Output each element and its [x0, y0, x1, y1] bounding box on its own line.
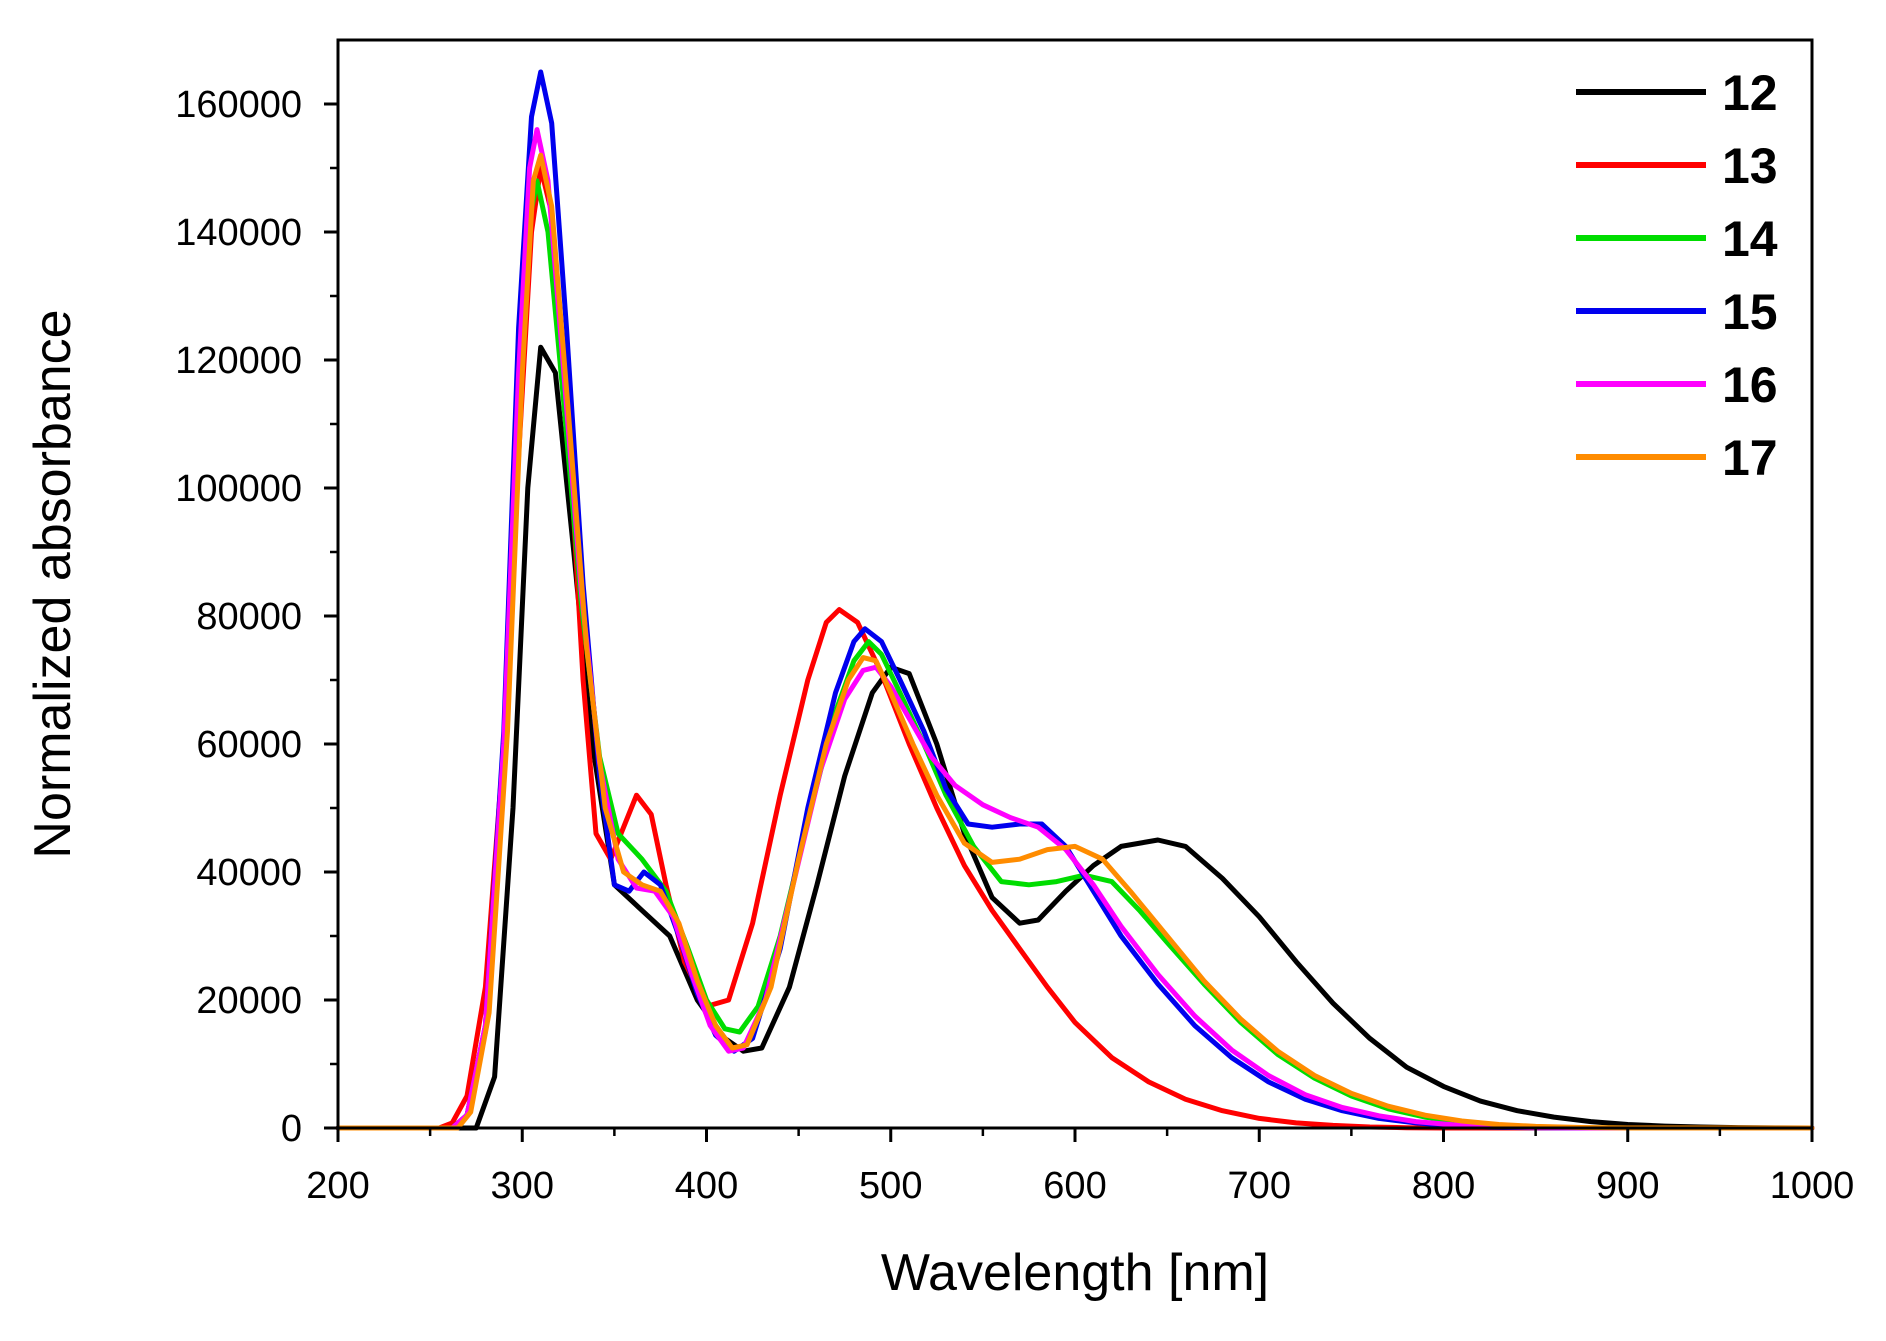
x-tick-label: 600	[1043, 1165, 1106, 1207]
legend-label-15: 15	[1722, 284, 1778, 340]
y-tick-label: 40000	[196, 852, 302, 894]
series-line-15	[335, 69, 1815, 1131]
y-tick-label: 100000	[175, 468, 302, 510]
series-lines	[335, 69, 1815, 1131]
x-tick-label: 1000	[1770, 1165, 1855, 1207]
x-tick-label: 500	[859, 1165, 922, 1207]
y-tick-label: 60000	[196, 724, 302, 766]
series-line-17	[335, 152, 1815, 1131]
legend-label-13: 13	[1722, 138, 1778, 194]
y-tick-label: 0	[281, 1108, 302, 1150]
x-axis-title: Wavelength [nm]	[881, 1244, 1269, 1302]
series-line-12	[335, 344, 1815, 1131]
x-tick-label: 700	[1228, 1165, 1291, 1207]
legend-label-12: 12	[1722, 65, 1778, 121]
y-tick-label: 20000	[196, 980, 302, 1022]
y-tick-label: 140000	[175, 212, 302, 254]
x-tick-label: 900	[1596, 1165, 1659, 1207]
series-line-13	[335, 165, 1815, 1131]
x-tick-label: 400	[675, 1165, 738, 1207]
y-tick-label: 120000	[175, 340, 302, 382]
axis-ticks	[324, 102, 1814, 1142]
axis-tick-labels: 200 300 400 500 600 700 800 900 1000 0 20000 40000 6…	[175, 84, 1854, 1207]
x-tick-label: 800	[1412, 1165, 1475, 1207]
y-tick-label: 160000	[175, 84, 302, 126]
legend-label-17: 17	[1722, 430, 1778, 486]
y-axis-title: Normalized absorbance	[24, 309, 82, 858]
legend: 12 13 14 15 16 17	[1576, 65, 1778, 486]
legend-label-14: 14	[1722, 211, 1778, 267]
legend-label-16: 16	[1722, 357, 1778, 413]
x-tick-label: 300	[491, 1165, 554, 1207]
y-tick-label: 80000	[196, 596, 302, 638]
x-tick-label: 200	[306, 1165, 369, 1207]
